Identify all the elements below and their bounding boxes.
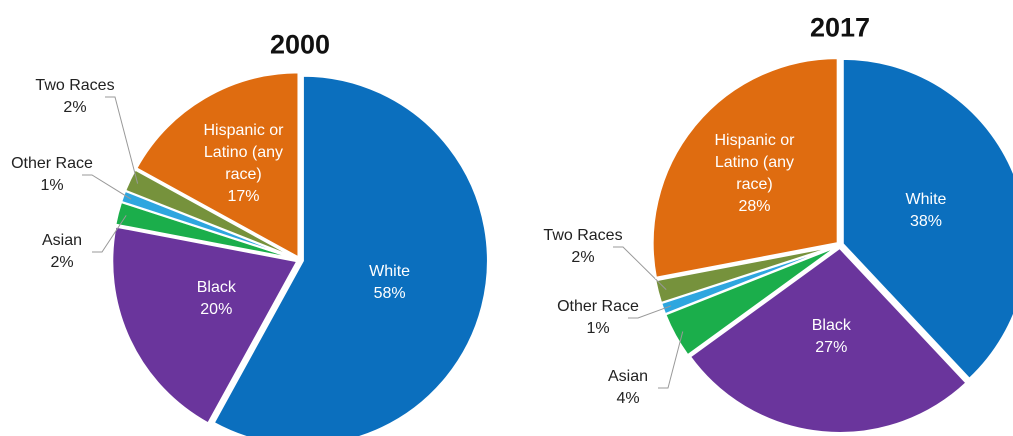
leader-line <box>658 331 684 389</box>
slice-label: Asian 4% <box>608 366 648 410</box>
category-name: Black <box>811 317 851 335</box>
value-label: 20% <box>200 301 233 319</box>
value-label: 1% <box>586 320 610 337</box>
category-name: Hispanic or Latino (any race) <box>714 132 795 194</box>
leader-line <box>628 305 672 319</box>
slice-label: Two Races 2% <box>543 225 622 269</box>
value-label: 2% <box>571 249 595 266</box>
category-name: White <box>369 263 411 280</box>
value-label: 38% <box>909 212 943 230</box>
chart-title: 2017 <box>809 12 871 43</box>
category-name: Other Race <box>557 298 639 315</box>
category-name: Two Races <box>35 77 115 94</box>
pie-slice <box>212 74 489 436</box>
slice-label: Black 20% <box>197 277 236 321</box>
value-label: 28% <box>738 198 771 216</box>
pie-slice <box>841 57 1013 381</box>
category-name: Hispanic or Latino (any race) <box>203 122 284 184</box>
value-label: 58% <box>373 285 406 302</box>
category-name: Two Races <box>543 227 623 244</box>
value-label: 2% <box>63 99 87 116</box>
value-label: 27% <box>815 339 848 357</box>
category-name: Black <box>196 279 236 297</box>
pie-slice <box>134 71 300 260</box>
category-name: Asian <box>607 368 649 385</box>
value-label: 2% <box>50 254 74 271</box>
slice-label: White 38% <box>906 189 947 233</box>
slice-label: Asian 2% <box>42 230 82 274</box>
slice-label: Other Race 1% <box>11 153 93 197</box>
value-label: 17% <box>227 188 260 206</box>
pie-slice <box>654 244 838 305</box>
value-label: 1% <box>40 177 64 194</box>
slice-label: White 58% <box>369 261 410 305</box>
slice-label: Hispanic or Latino (any race) 17% <box>188 120 298 208</box>
category-name: Asian <box>41 232 83 249</box>
category-name: White <box>905 190 947 208</box>
slice-label: Other Race 1% <box>557 296 639 340</box>
pie-slice <box>111 225 299 425</box>
leader-line <box>92 215 127 253</box>
value-label: 4% <box>616 390 640 407</box>
leader-line <box>82 174 132 200</box>
category-name: Other Race <box>11 155 93 172</box>
slice-label: Hispanic or Latino (any race) 28% <box>699 130 809 218</box>
chart-title: 2000 <box>269 29 331 60</box>
slice-label: Black 27% <box>812 315 851 359</box>
leader-line <box>105 96 139 184</box>
pie-slice <box>123 168 298 260</box>
leader-line <box>613 246 667 290</box>
slice-label: Two Races 2% <box>35 75 114 119</box>
pie-slice <box>651 57 839 279</box>
pie-slice <box>688 246 968 434</box>
